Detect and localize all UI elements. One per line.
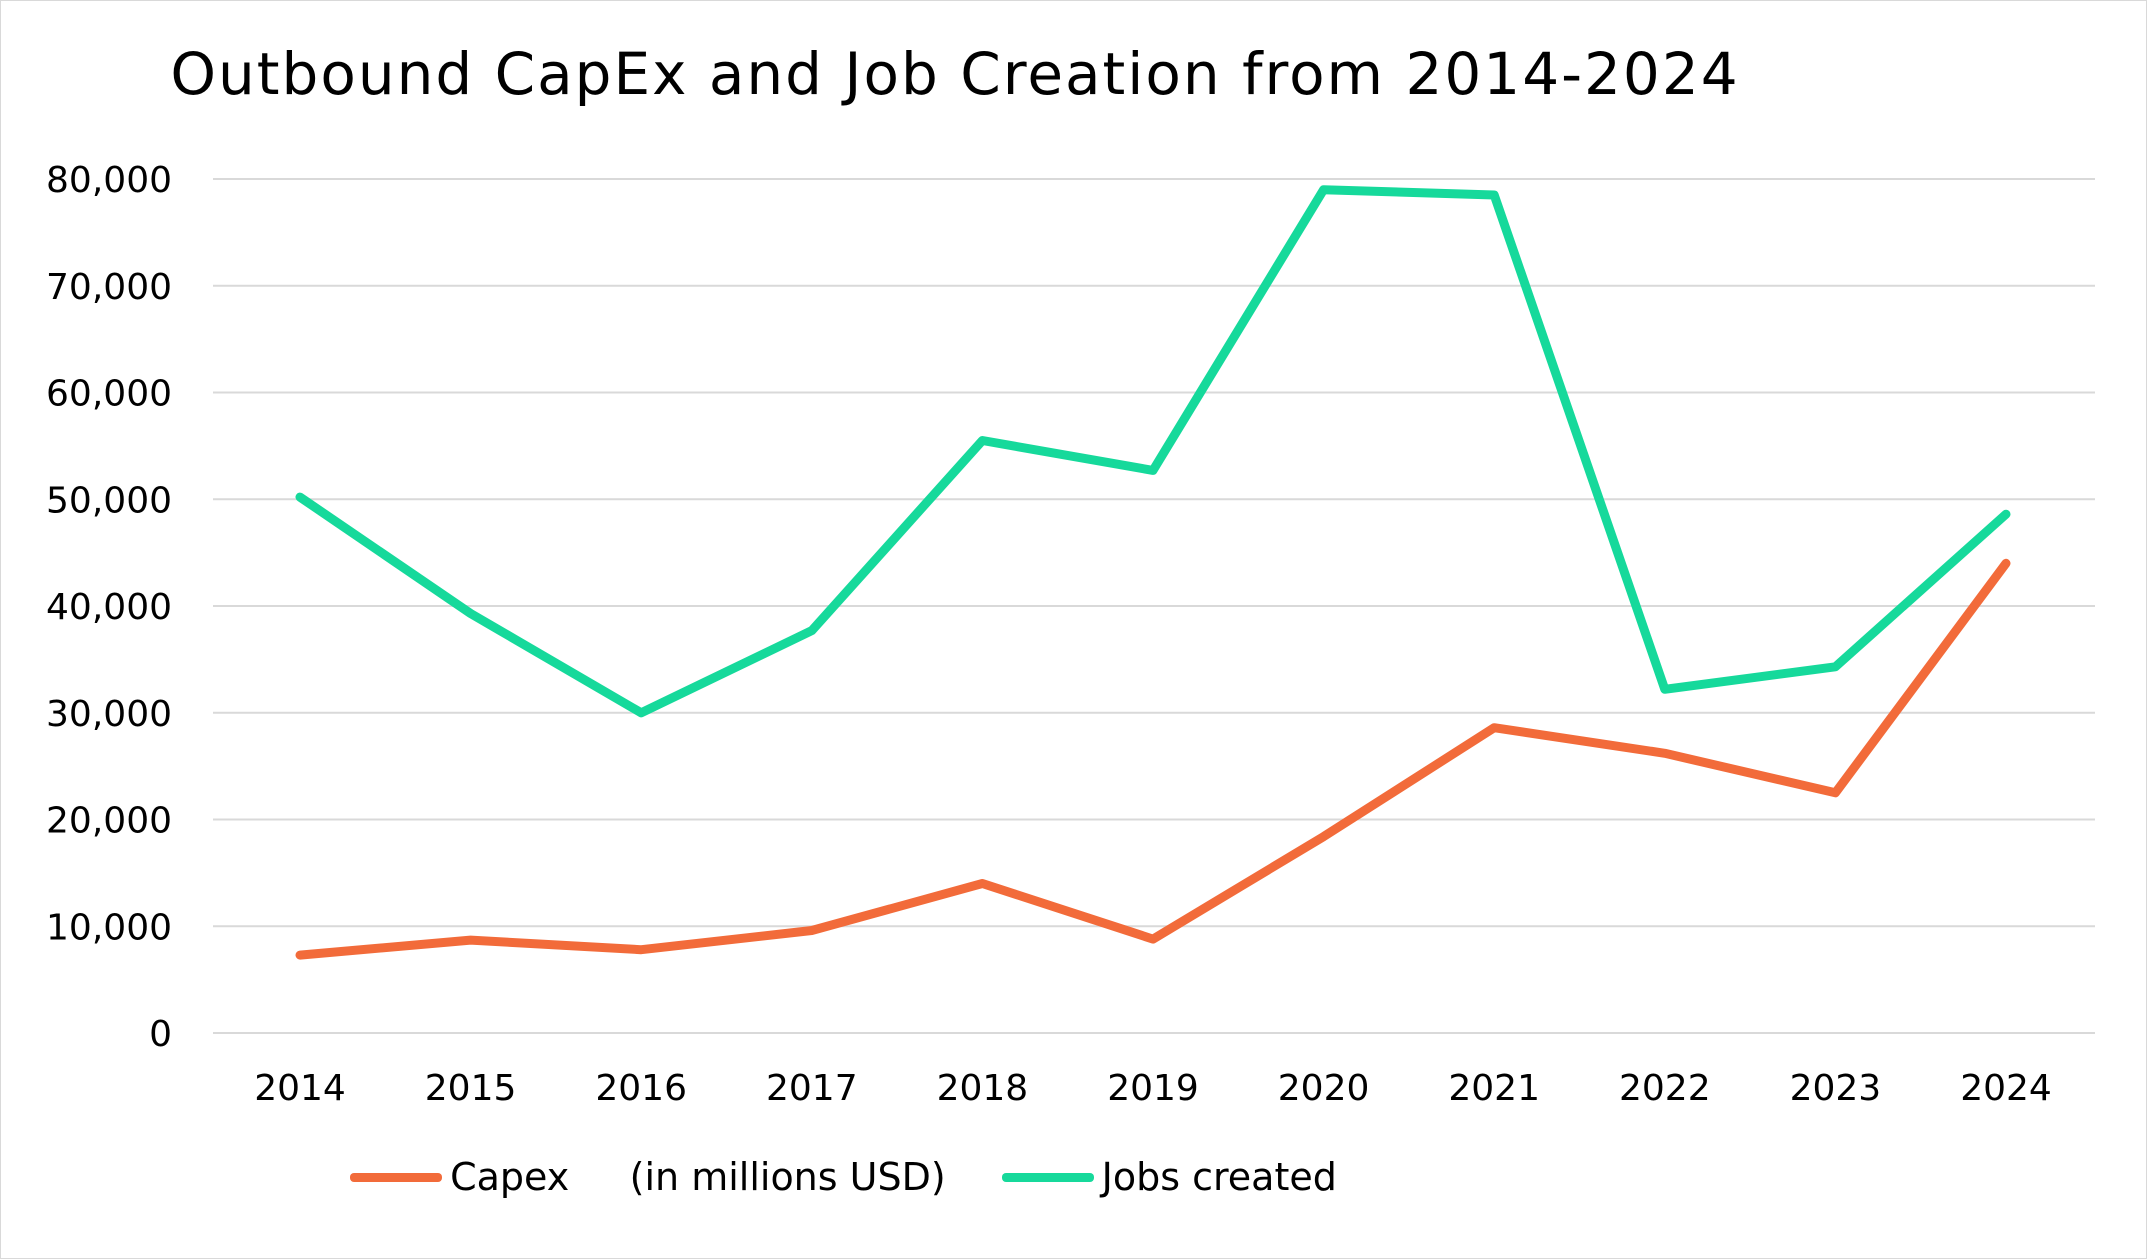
y-tick-label: 60,000 [46,374,172,415]
chart-legend: Capex (in millions USD) Jobs created [0,1155,2147,1199]
x-tick-label: 2022 [1619,1068,1711,1109]
chart-title: Outbound CapEx and Job Creation from 201… [170,40,1740,108]
y-tick-label: 10,000 [46,907,172,948]
legend-swatch [1001,1172,1094,1182]
y-tick-label: 80,000 [46,160,172,201]
x-tick-label: 2015 [425,1068,517,1109]
y-tick-label: 30,000 [46,694,172,735]
legend-item-capex: Capex (in millions USD) [350,1155,946,1199]
y-tick-label: 50,000 [46,480,172,521]
y-tick-label: 70,000 [46,267,172,308]
x-tick-label: 2023 [1790,1068,1882,1109]
x-tick-label: 2018 [937,1068,1029,1109]
gridlines [213,178,2095,1034]
y-tick-label: 20,000 [46,801,172,842]
x-tick-label: 2017 [766,1068,858,1109]
y-tick-label: 40,000 [46,587,172,628]
x-axis-tick-labels: 2014 2015 2016 2017 2018 2019 2020 2021 2022 2023… [254,1068,2052,1109]
legend-item-jobs-created: Jobs created [1001,1155,1337,1199]
legend-label: Capex (in millions USD) [450,1155,946,1199]
legend-swatch [350,1172,443,1182]
x-tick-label: 2024 [1960,1068,2052,1109]
x-tick-label: 2020 [1278,1068,1370,1109]
series-line-capex [295,558,2011,960]
x-tick-label: 2014 [254,1068,346,1109]
series-line-jobs-created [295,185,2011,718]
x-tick-label: 2021 [1448,1068,1540,1109]
y-axis-tick-labels: 0 10,000 20,000 30,000 40,000 50,000 60,000 70,… [46,160,172,1055]
legend-label: Jobs created [1101,1155,1337,1199]
series-lines [295,185,2011,960]
y-tick-label: 0 [149,1014,172,1055]
x-tick-label: 2016 [595,1068,687,1109]
x-tick-label: 2019 [1107,1068,1199,1109]
